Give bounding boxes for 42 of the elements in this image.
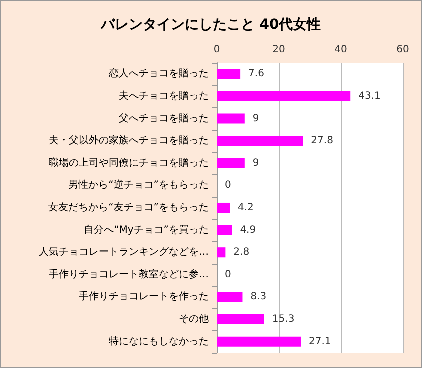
chart-title: バレンタインにしたこと 40代女性 xyxy=(100,17,322,33)
bar xyxy=(217,158,245,168)
data-label: 0 xyxy=(225,269,232,280)
y-tick-label: 特になにもしなかった xyxy=(109,335,209,348)
data-label: 4.2 xyxy=(238,202,254,214)
y-tick-label: 夫へチョコを贈った xyxy=(119,90,209,102)
y-tick-label: 手作りチョコレート教室などに参… xyxy=(49,268,209,280)
y-tick-label: 自分へ“Myチョコ”を買った xyxy=(84,224,209,236)
x-tick-label: 20 xyxy=(272,44,286,56)
bar xyxy=(217,202,230,214)
y-tick-label: その他 xyxy=(179,313,209,326)
bar xyxy=(217,292,243,302)
x-tick-label: 40 xyxy=(334,44,348,56)
bar xyxy=(217,336,302,347)
data-label: 4.9 xyxy=(240,224,256,236)
bar xyxy=(217,225,232,236)
x-tick-label: 60 xyxy=(396,44,410,56)
y-tick-label: 夫・父以外の家族へチョコを贈った xyxy=(49,134,209,147)
data-label: 8.3 xyxy=(250,292,267,303)
data-label: 2.8 xyxy=(234,247,250,258)
y-tick-label: 恋人へチョコを贈った xyxy=(108,68,209,80)
bar xyxy=(217,136,304,146)
x-tick-label: 0 xyxy=(214,44,220,56)
data-label: 15.3 xyxy=(272,314,295,326)
y-tick-label: 職場の上司や同僚にチョコを贈った xyxy=(49,156,209,169)
y-tick-label: 女友だちから“友チョコ”をもらった xyxy=(48,202,209,214)
bar xyxy=(217,248,226,258)
data-label: 9 xyxy=(252,113,260,124)
bar xyxy=(217,114,245,124)
bar xyxy=(217,69,241,80)
bar xyxy=(217,91,351,102)
data-label: 27.1 xyxy=(309,336,332,348)
y-tick-label: 人気チョコレートランキングなどを… xyxy=(39,247,209,258)
data-label: 9 xyxy=(252,158,260,169)
data-label: 43.1 xyxy=(358,90,381,102)
data-label: 0 xyxy=(225,180,232,192)
data-label: 7.6 xyxy=(248,68,264,80)
y-tick-label: 男性から“逆チョコ”をもらった xyxy=(68,179,209,192)
y-tick-label: 手作りチョコレートを作った xyxy=(79,290,209,303)
data-label: 27.8 xyxy=(311,136,334,147)
y-tick-label: 父へチョコを贈った xyxy=(119,112,209,124)
bar xyxy=(217,314,264,325)
